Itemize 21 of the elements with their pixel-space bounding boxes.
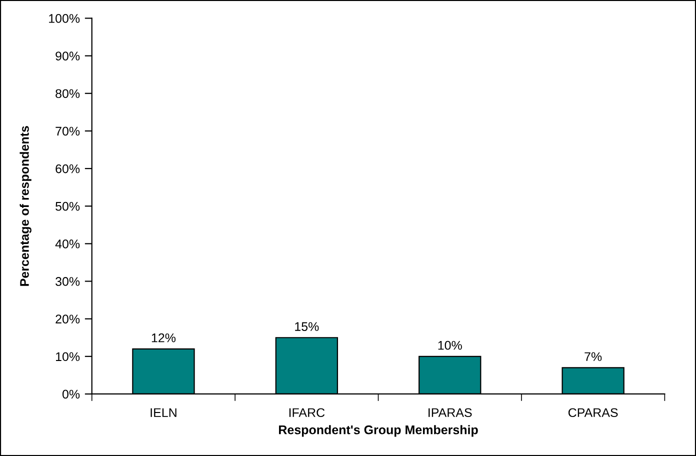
y-tick-label: 90% [56,52,80,60]
y-tick-label: 50% [56,202,80,211]
y-tick-label: 100% [49,14,80,23]
data-label: 7% [584,352,602,361]
y-tick-label: 10% [56,352,80,362]
y-tick-label: 20% [56,314,80,324]
x-axis-title: Respondent's Group Membership [279,425,478,437]
x-tick-label: IPARAS [428,408,472,418]
y-axis-title: Percentage of respondents [20,126,32,286]
data-label: 12% [152,333,176,342]
y-tick-label: 40% [55,239,80,248]
x-tick-label: IELN [150,408,176,417]
y-tick-label: 80% [56,89,80,98]
x-tick-label: CPARAS [568,408,618,418]
y-tick-label: 30% [56,277,80,286]
x-tick-label: IFARC [289,408,325,418]
y-tick-label: 60% [56,164,80,174]
y-tick-label: 0% [62,390,80,399]
y-tick-label: 70% [56,126,80,136]
data-label: 10% [438,340,462,350]
data-label: 15% [295,322,319,331]
